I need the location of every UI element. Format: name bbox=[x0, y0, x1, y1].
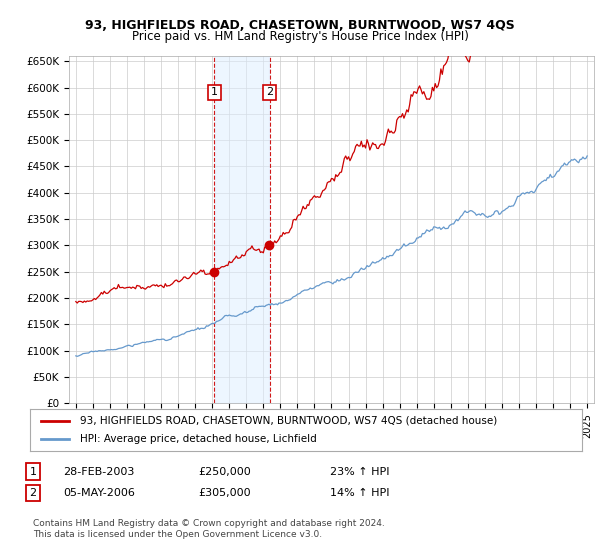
Text: 14% ↑ HPI: 14% ↑ HPI bbox=[330, 488, 389, 498]
Text: Contains HM Land Registry data © Crown copyright and database right 2024.
This d: Contains HM Land Registry data © Crown c… bbox=[33, 520, 385, 539]
Text: 23% ↑ HPI: 23% ↑ HPI bbox=[330, 466, 389, 477]
Text: HPI: Average price, detached house, Lichfield: HPI: Average price, detached house, Lich… bbox=[80, 434, 316, 444]
Text: 93, HIGHFIELDS ROAD, CHASETOWN, BURNTWOOD, WS7 4QS: 93, HIGHFIELDS ROAD, CHASETOWN, BURNTWOO… bbox=[85, 18, 515, 32]
Text: Price paid vs. HM Land Registry's House Price Index (HPI): Price paid vs. HM Land Registry's House … bbox=[131, 30, 469, 43]
Text: 28-FEB-2003: 28-FEB-2003 bbox=[63, 466, 134, 477]
Text: 2: 2 bbox=[29, 488, 37, 498]
Text: £305,000: £305,000 bbox=[198, 488, 251, 498]
Text: 1: 1 bbox=[211, 87, 218, 97]
Text: 05-MAY-2006: 05-MAY-2006 bbox=[63, 488, 135, 498]
Text: 2: 2 bbox=[266, 87, 273, 97]
Text: 1: 1 bbox=[29, 466, 37, 477]
Text: £250,000: £250,000 bbox=[198, 466, 251, 477]
Text: 93, HIGHFIELDS ROAD, CHASETOWN, BURNTWOOD, WS7 4QS (detached house): 93, HIGHFIELDS ROAD, CHASETOWN, BURNTWOO… bbox=[80, 416, 497, 426]
